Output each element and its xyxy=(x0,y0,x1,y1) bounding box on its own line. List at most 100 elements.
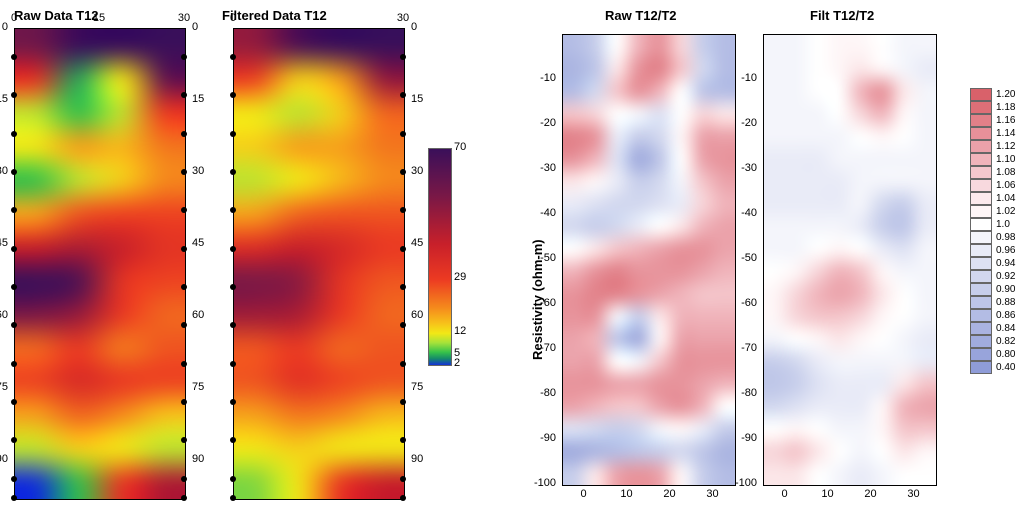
colorbar-level: 1.10 xyxy=(970,153,1015,166)
axis-tick-label: -70 xyxy=(540,342,556,354)
electrode-marker xyxy=(181,169,187,175)
axis-tick-label: -20 xyxy=(540,117,556,129)
colorbar-tick-label: 12 xyxy=(454,325,466,337)
colorbar-value: 0.86 xyxy=(996,310,1015,321)
colorbar-swatch xyxy=(970,322,992,335)
electrode-marker xyxy=(400,54,406,60)
axis-tick-label: -50 xyxy=(540,252,556,264)
colorbar-swatch xyxy=(970,257,992,270)
colorbar-level: 0.94 xyxy=(970,257,1015,270)
axis-tick-label: 75 xyxy=(0,381,8,393)
electrode-marker xyxy=(400,246,406,252)
colorbar-tick-label: 2 xyxy=(454,357,460,369)
electrode-marker xyxy=(400,322,406,328)
electrode-marker xyxy=(11,476,17,482)
electrode-marker xyxy=(11,54,17,60)
colorbar-swatch xyxy=(970,309,992,322)
colorbar-swatch xyxy=(970,205,992,218)
axis-tick-label: 90 xyxy=(192,453,204,465)
colorbar-value: 0.88 xyxy=(996,297,1015,308)
colorbar-value: 0.94 xyxy=(996,258,1015,269)
colorbar-swatch xyxy=(970,88,992,101)
colorbar-level: 1.0 xyxy=(970,218,1015,231)
colorbar-value: 0.98 xyxy=(996,232,1015,243)
electrode-marker xyxy=(230,131,236,137)
colorbar-swatch xyxy=(970,166,992,179)
electrode-marker xyxy=(230,476,236,482)
colorbar-swatch xyxy=(970,127,992,140)
electrode-marker xyxy=(181,131,187,137)
colorbar-level: 1.12 xyxy=(970,140,1015,153)
panel-a-title: Raw Data T12 xyxy=(14,8,99,23)
colorbar-swatch xyxy=(970,153,992,166)
electrode-marker xyxy=(181,399,187,405)
colorbar-level: 0.88 xyxy=(970,296,1015,309)
colorbar-swatch xyxy=(970,361,992,374)
electrode-marker xyxy=(230,322,236,328)
colorbar-value: 1.18 xyxy=(996,102,1015,113)
panel-c-title: Raw T12/T2 xyxy=(605,8,677,23)
electrode-marker xyxy=(400,92,406,98)
electrode-marker xyxy=(181,476,187,482)
electrode-marker xyxy=(230,437,236,443)
colorbar-swatch xyxy=(970,218,992,231)
axis-tick-label: 10 xyxy=(620,488,632,500)
axis-tick-label: -100 xyxy=(735,477,757,489)
electrode-marker xyxy=(11,322,17,328)
axis-tick-label: 30 xyxy=(0,165,8,177)
colorbar-swatch xyxy=(970,231,992,244)
electrode-marker xyxy=(230,169,236,175)
colorbar-swatch xyxy=(970,244,992,257)
electrode-marker xyxy=(230,399,236,405)
colorbar-level: 1.18 xyxy=(970,101,1015,114)
colorbar-value: 1.06 xyxy=(996,180,1015,191)
colorbar-level: 1.04 xyxy=(970,192,1015,205)
electrode-marker xyxy=(11,92,17,98)
axis-tick-label: 75 xyxy=(411,381,423,393)
axis-tick-label: 90 xyxy=(411,453,423,465)
electrode-marker xyxy=(11,361,17,367)
axis-tick-label: -90 xyxy=(741,432,757,444)
colorbar-level: 0.98 xyxy=(970,231,1015,244)
axis-tick-label: 90 xyxy=(0,453,8,465)
electrode-marker xyxy=(400,361,406,367)
electrode-marker xyxy=(230,284,236,290)
axis-tick-label: 20 xyxy=(864,488,876,500)
electrode-marker xyxy=(230,495,236,501)
axis-tick-label: 30 xyxy=(178,12,190,24)
colorbar-level: 0.96 xyxy=(970,244,1015,257)
electrode-marker xyxy=(11,284,17,290)
colorbar-level: 1.16 xyxy=(970,114,1015,127)
colorbar-level: 0.84 xyxy=(970,322,1015,335)
colorbar-value: 0.90 xyxy=(996,284,1015,295)
colorbar-level: 1.20 xyxy=(970,88,1015,101)
colorbar-level: 0.80 xyxy=(970,348,1015,361)
axis-tick-label: 15 xyxy=(0,93,8,105)
colorbar-level: 0.40 xyxy=(970,361,1015,374)
colorbar-value: 0.96 xyxy=(996,245,1015,256)
colorbar-swatch xyxy=(970,140,992,153)
axis-tick-label: 30 xyxy=(397,12,409,24)
colorbar-value: 1.12 xyxy=(996,141,1015,152)
panel-d-title: Filt T12/T2 xyxy=(810,8,874,23)
electrode-marker xyxy=(400,284,406,290)
colorbar-level: 0.92 xyxy=(970,270,1015,283)
axis-tick-label: 20 xyxy=(663,488,675,500)
axis-tick-label: -30 xyxy=(540,162,556,174)
electrode-marker xyxy=(400,495,406,501)
axis-tick-label: 45 xyxy=(192,237,204,249)
electrode-marker xyxy=(400,399,406,405)
electrode-marker xyxy=(181,54,187,60)
electrode-marker xyxy=(230,54,236,60)
colorbar-value: 0.84 xyxy=(996,323,1015,334)
colorbar-value: 0.80 xyxy=(996,349,1015,360)
colorbar-value: 1.16 xyxy=(996,115,1015,126)
electrode-marker xyxy=(400,476,406,482)
colorbar-value: 1.04 xyxy=(996,193,1015,204)
axis-tick-label: -70 xyxy=(741,342,757,354)
axis-tick-label: 0 xyxy=(11,12,17,24)
colorbar-ratio: 1.201.181.161.141.121.101.081.061.041.02… xyxy=(970,88,1015,374)
axis-tick-label: -90 xyxy=(540,432,556,444)
colorbar-resistivity xyxy=(428,148,452,366)
axis-tick-label: 15 xyxy=(411,93,423,105)
